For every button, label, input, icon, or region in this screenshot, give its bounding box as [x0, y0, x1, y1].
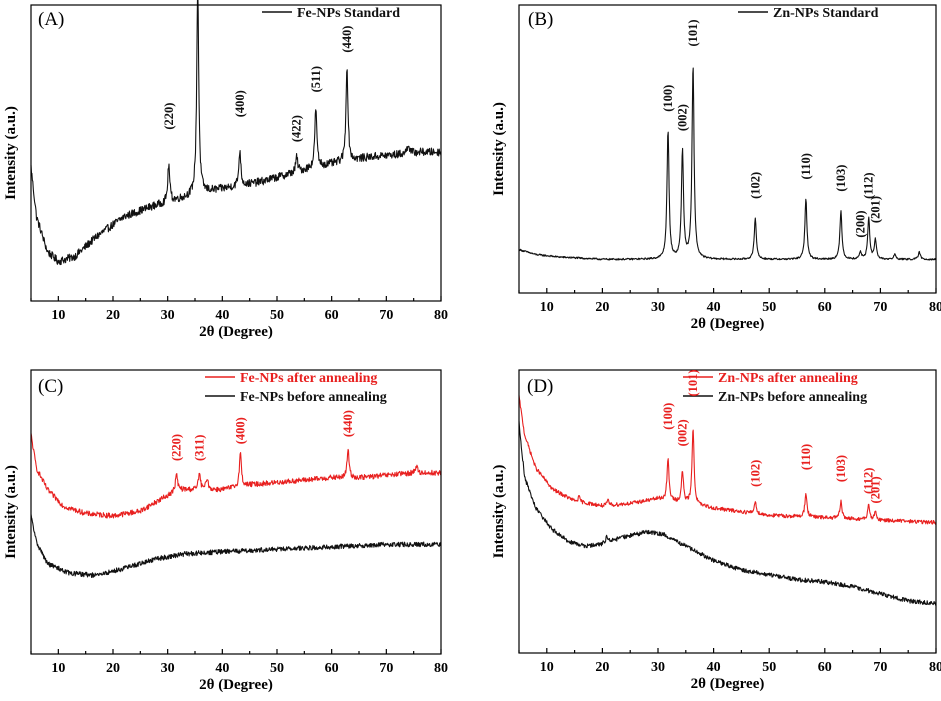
panel-c: 10 20 30 40 50 60 70 80 2θ (Degree) Intensity (a.…	[3, 369, 448, 693]
x-axis-label: 2θ (Degree)	[691, 316, 765, 332]
peak-label: (002)	[675, 419, 689, 446]
peak-label: (220)	[169, 434, 183, 461]
peak-label: (400)	[233, 90, 247, 117]
peak-label: (311)	[192, 435, 206, 461]
x-tick-label: 80	[434, 308, 448, 323]
x-tick-label: 60	[818, 660, 832, 675]
peak-label: (201)	[868, 476, 882, 503]
peak-label: (101)	[686, 369, 700, 396]
x-tick-label: 70	[873, 660, 887, 675]
plot-frame	[30, 369, 442, 655]
x-tick-label: 10	[540, 660, 554, 675]
series-line-black	[30, 0, 442, 266]
x-tick-label: 70	[379, 661, 393, 676]
x-tick-label: 40	[707, 300, 721, 315]
x-tick-label: 30	[651, 300, 665, 315]
x-tick-label: 70	[873, 300, 887, 315]
peak-label: (200)	[853, 211, 867, 238]
x-tick-label: 70	[379, 308, 393, 323]
peak-label: (103)	[834, 455, 848, 482]
panel-label: (C)	[38, 376, 63, 397]
panel-label: (D)	[527, 376, 553, 397]
x-tick-label: 30	[161, 308, 175, 323]
x-tick-label: 60	[325, 661, 339, 676]
series-line-black	[30, 514, 442, 579]
x-tick-label: 30	[651, 660, 665, 675]
panel-label: (A)	[38, 9, 64, 30]
legend-entry: Zn-NPs Standard	[773, 6, 879, 21]
legend-entry: Fe-NPs after annealing	[240, 371, 377, 386]
peak-label: (100)	[661, 403, 675, 430]
series-line-red	[518, 395, 937, 525]
legend-entry: Fe-NPs before annealing	[240, 390, 387, 405]
peak-label: (102)	[748, 172, 762, 199]
peak-label: (422)	[290, 115, 304, 142]
x-tick-label: 60	[818, 300, 832, 315]
panel-label: (B)	[528, 9, 553, 30]
y-axis-label: Intensity (a.u.)	[3, 106, 19, 200]
x-tick-label: 50	[762, 300, 776, 315]
x-axis-label: 2θ (Degree)	[199, 677, 273, 693]
peak-label: (100)	[661, 85, 675, 112]
x-tick-label: 60	[325, 308, 339, 323]
peak-label: (220)	[162, 103, 176, 130]
peak-label: (101)	[686, 19, 700, 46]
peak-label: (112)	[862, 468, 876, 494]
x-axis-label: 2θ (Degree)	[199, 324, 273, 340]
peak-label: (400)	[233, 417, 247, 444]
x-tick-label: 20	[595, 660, 609, 675]
peak-label: (440)	[340, 26, 354, 53]
peak-label: (102)	[748, 460, 762, 487]
peak-label: (201)	[868, 196, 882, 223]
peak-label: (440)	[341, 410, 355, 437]
peak-label: (110)	[799, 153, 813, 179]
x-tick-label: 50	[270, 661, 284, 676]
x-tick-label: 50	[270, 308, 284, 323]
plot-frame	[30, 4, 442, 302]
x-tick-label: 80	[929, 660, 941, 675]
y-axis-label: Intensity (a.u.)	[3, 465, 19, 559]
x-tick-label: 20	[106, 308, 120, 323]
panel-b: 10 20 30 40 50 60 70 80 2θ (Degree) Intensity (a.…	[491, 4, 941, 332]
plot-frame	[518, 4, 937, 294]
x-tick-label: 50	[762, 660, 776, 675]
x-tick-label: 10	[540, 300, 554, 315]
peak-label: (112)	[862, 172, 876, 198]
peak-label: (110)	[799, 444, 813, 470]
peak-label: (511)	[309, 66, 323, 92]
x-tick-label: 40	[215, 308, 229, 323]
peak-label: (103)	[834, 165, 848, 192]
x-tick-label: 30	[161, 661, 175, 676]
x-tick-label: 80	[929, 300, 941, 315]
legend-entry: Zn-NPs after annealing	[718, 371, 858, 386]
y-axis-label: Intensity (a.u.)	[491, 102, 507, 196]
y-axis-label: Intensity (a.u.)	[491, 465, 507, 559]
x-tick-label: 20	[595, 300, 609, 315]
x-tick-label: 10	[51, 308, 65, 323]
legend-entry: Fe-NPs Standard	[297, 6, 400, 21]
x-tick-label: 40	[215, 661, 229, 676]
x-tick-label: 80	[434, 661, 448, 676]
series-line-black	[518, 421, 937, 606]
x-tick-label: 20	[106, 661, 120, 676]
x-tick-label: 40	[707, 660, 721, 675]
panel-d: 10 20 30 40 50 60 70 80 2θ (Degree) Intensity (a.…	[491, 369, 941, 692]
x-tick-label: 10	[51, 661, 65, 676]
plot-frame	[518, 369, 937, 654]
x-axis-label: 2θ (Degree)	[691, 676, 765, 692]
peak-label: (002)	[675, 104, 689, 131]
panel-a: 10 20 30 40 50 60 70 80 2θ (Degree) Intensity (a.…	[3, 0, 448, 340]
series-line-black	[518, 67, 937, 261]
series-line-red	[30, 433, 442, 519]
legend-entry: Zn-NPs before annealing	[718, 390, 867, 405]
